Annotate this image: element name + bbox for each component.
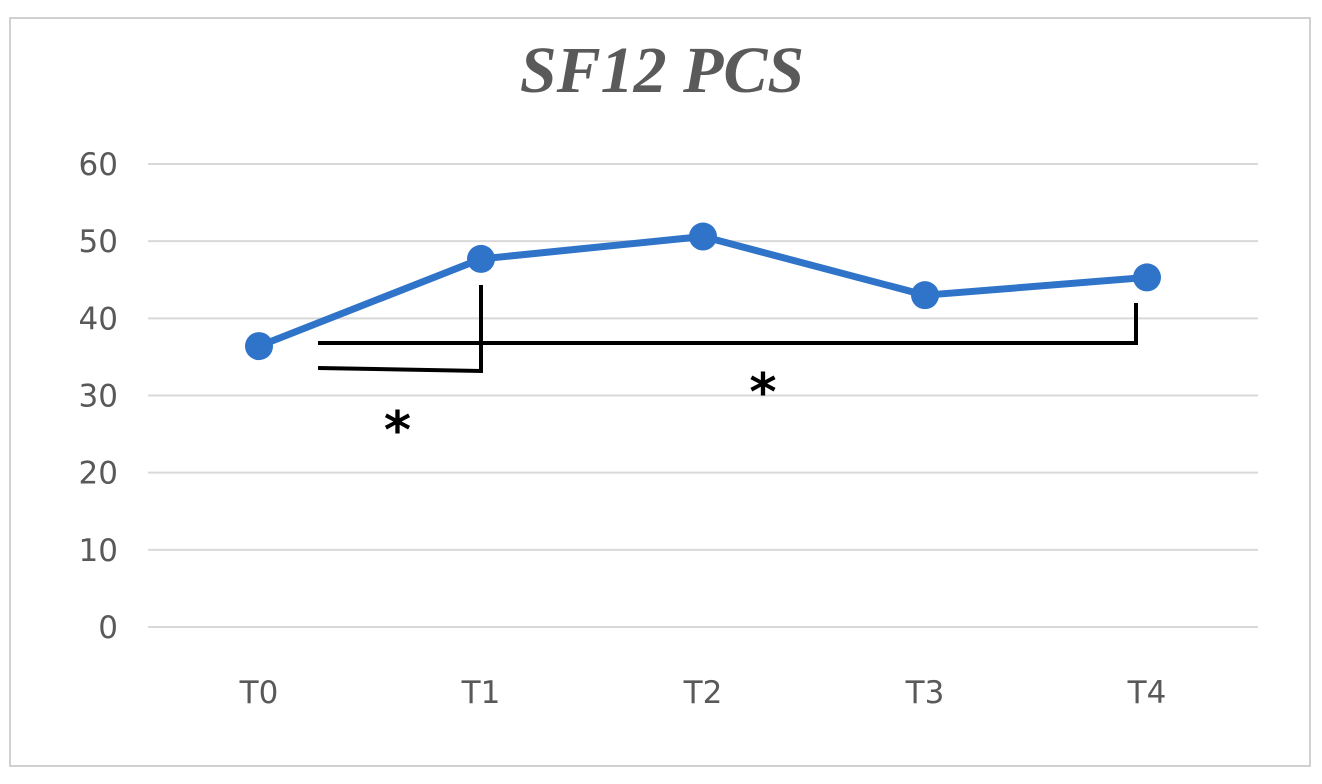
significance-brackets: ** <box>317 285 1138 461</box>
y-tick-label: 10 <box>79 533 118 569</box>
data-point <box>245 332 273 361</box>
y-tick-label: 40 <box>79 301 118 337</box>
chart-border <box>9 17 1311 767</box>
bracket-t0-t4 <box>318 303 1138 345</box>
chart-title: SF12 PCS <box>520 34 804 107</box>
significance-star: * <box>749 363 776 423</box>
series-group <box>245 222 1161 361</box>
y-tick-label: 30 <box>79 379 118 415</box>
data-point <box>1133 263 1161 292</box>
x-tick-label: T0 <box>239 675 279 711</box>
y-axis-ticks: 0 10 20 30 40 50 60 <box>79 147 118 646</box>
x-tick-label: T3 <box>905 675 945 711</box>
x-axis-ticks: T0 T1 T2 T3 T4 <box>239 675 1167 711</box>
data-point <box>911 281 939 310</box>
y-tick-label: 20 <box>79 456 118 492</box>
y-tick-label: 50 <box>79 224 118 260</box>
data-point <box>689 222 717 251</box>
x-tick-label: T4 <box>1127 675 1167 711</box>
x-tick-label: T1 <box>461 675 501 711</box>
data-point <box>467 244 495 273</box>
significance-star: * <box>384 401 411 461</box>
y-tick-label: 60 <box>79 147 118 183</box>
y-tick-label: 0 <box>98 610 118 646</box>
x-tick-label: T2 <box>683 675 723 711</box>
bracket-t0-t1 <box>317 285 483 374</box>
